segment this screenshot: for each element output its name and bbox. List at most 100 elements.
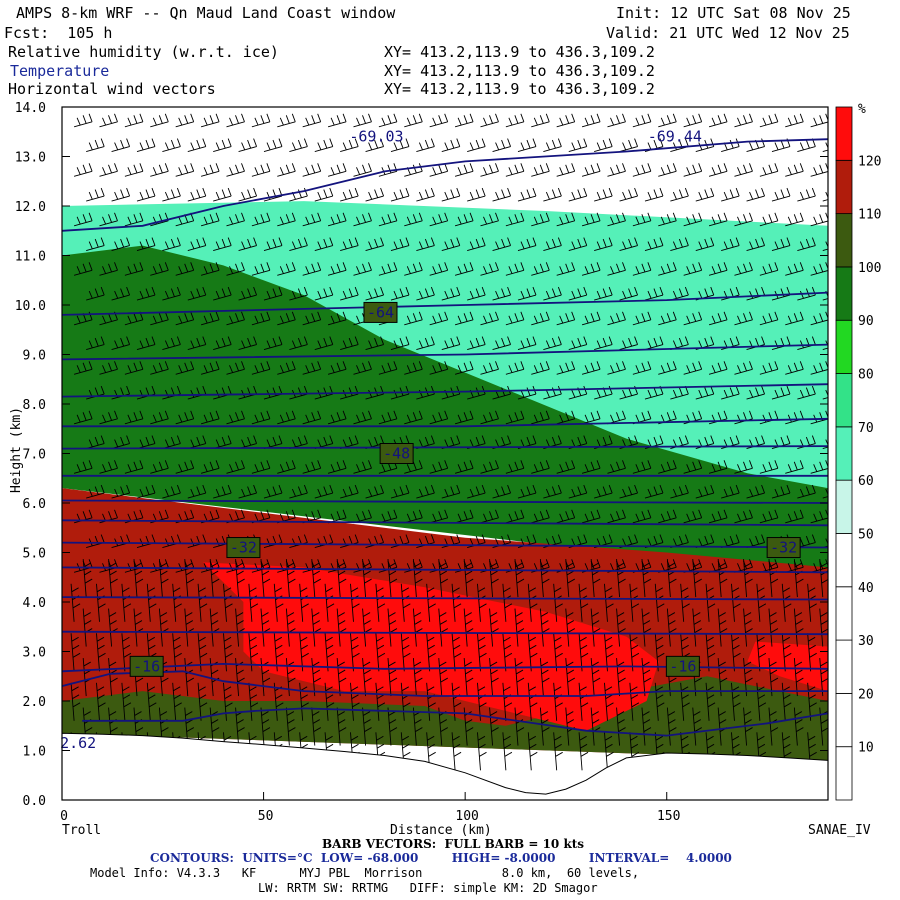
wind-barb <box>658 212 677 227</box>
temperature-contour <box>62 566 828 574</box>
wind-barb <box>607 163 626 177</box>
wind-barb <box>311 608 322 647</box>
wind-barb <box>644 385 664 400</box>
y-tick-label: 11.0 <box>15 250 46 265</box>
wind-barb <box>705 633 716 672</box>
wind-barb <box>277 509 296 524</box>
wind-barb <box>632 262 652 276</box>
wind-barb <box>607 509 626 524</box>
wind-barb <box>568 484 588 499</box>
wind-barb <box>590 608 601 647</box>
wind-barb <box>793 707 804 746</box>
wind-barb <box>489 658 499 697</box>
wind-barb <box>692 559 702 598</box>
wind-barb <box>340 385 359 400</box>
wind-barb <box>187 336 207 350</box>
wind-barb <box>441 385 461 400</box>
wind-barb <box>412 707 423 746</box>
wind-barb <box>632 410 652 425</box>
wind-barb <box>759 163 779 177</box>
wind-barb <box>96 682 106 721</box>
wind-barb <box>136 138 156 152</box>
temperature-contour <box>62 541 828 549</box>
wind-barb <box>200 163 220 177</box>
wind-barb <box>314 138 334 152</box>
wind-barb <box>302 460 322 474</box>
wind-barb <box>708 163 728 177</box>
wind-barb <box>429 163 449 177</box>
wind-barb <box>721 484 740 499</box>
wind-barb <box>721 237 740 251</box>
wind-barb <box>175 559 195 573</box>
wind-barb <box>505 509 525 524</box>
colorbar-segment <box>835 746 853 801</box>
wind-barb <box>731 682 741 721</box>
wind-barb <box>746 187 765 202</box>
wind-barb <box>353 262 372 276</box>
x-tick-label: 100 <box>455 809 478 824</box>
colorbar-segment <box>835 373 853 428</box>
wind-barb <box>324 583 335 622</box>
wind-barb <box>213 187 232 202</box>
wind-barb <box>480 410 499 425</box>
wind-barb <box>353 460 372 474</box>
wind-barb <box>416 286 435 301</box>
wind-barb <box>756 682 767 721</box>
wind-barb <box>658 460 677 474</box>
wind-barb <box>353 163 372 177</box>
wind-barb <box>99 460 118 474</box>
wind-barb <box>505 311 525 326</box>
wind-barb <box>235 608 245 647</box>
temperature-contour <box>62 519 828 527</box>
wind-barb <box>683 212 703 227</box>
wind-barb <box>285 707 296 746</box>
wind-barb <box>158 707 169 746</box>
wind-barb <box>670 385 689 400</box>
wind-barb <box>556 163 576 177</box>
wind-barb <box>692 658 702 697</box>
wind-barb <box>578 633 589 672</box>
y-tick-label: 7.0 <box>23 448 46 463</box>
wind-barb <box>175 361 195 375</box>
wind-barb <box>619 237 638 251</box>
wind-barb <box>158 658 169 697</box>
wind-barb <box>644 336 664 350</box>
contour-label: -64 <box>367 303 394 321</box>
wind-barb <box>175 262 195 276</box>
wind-barb <box>759 311 779 326</box>
wind-barb <box>565 559 575 598</box>
wind-barb <box>226 410 245 425</box>
wind-barb <box>111 484 131 499</box>
wind-barb <box>793 658 804 697</box>
wind-barb <box>187 237 207 251</box>
colorbar-segment <box>835 533 853 588</box>
wind-barb <box>553 633 563 672</box>
wind-barb <box>340 484 359 499</box>
wind-barb <box>146 682 157 721</box>
y-tick-label: 8.0 <box>23 398 46 413</box>
chart-title: AMPS 8-km WRF -- Qn Maud Land Coast wind… <box>16 4 396 22</box>
wind-barb <box>759 509 779 524</box>
wind-barb <box>810 509 828 524</box>
wind-barb <box>96 583 106 622</box>
wind-barb <box>514 559 525 598</box>
wind-barb <box>340 138 359 152</box>
wind-barb <box>731 583 741 622</box>
wind-barb <box>797 237 816 251</box>
x-tick-label: 150 <box>657 809 680 824</box>
y-tick-label: 9.0 <box>23 349 46 364</box>
wind-barb <box>581 113 601 128</box>
colorbar-label: 40 <box>858 581 874 596</box>
wind-barb <box>683 460 703 474</box>
wind-barb <box>327 262 347 276</box>
wind-barb <box>565 608 575 647</box>
wind-barb <box>604 583 614 622</box>
wind-barb <box>670 336 689 350</box>
temperature-contour <box>62 138 828 232</box>
wind-barb <box>263 336 283 350</box>
wind-barb <box>378 163 398 177</box>
wind-barb <box>467 336 486 350</box>
forecast-hour: Fcst: 105 h <box>4 24 113 42</box>
wind-barb <box>226 163 245 177</box>
wind-barb <box>451 633 462 672</box>
